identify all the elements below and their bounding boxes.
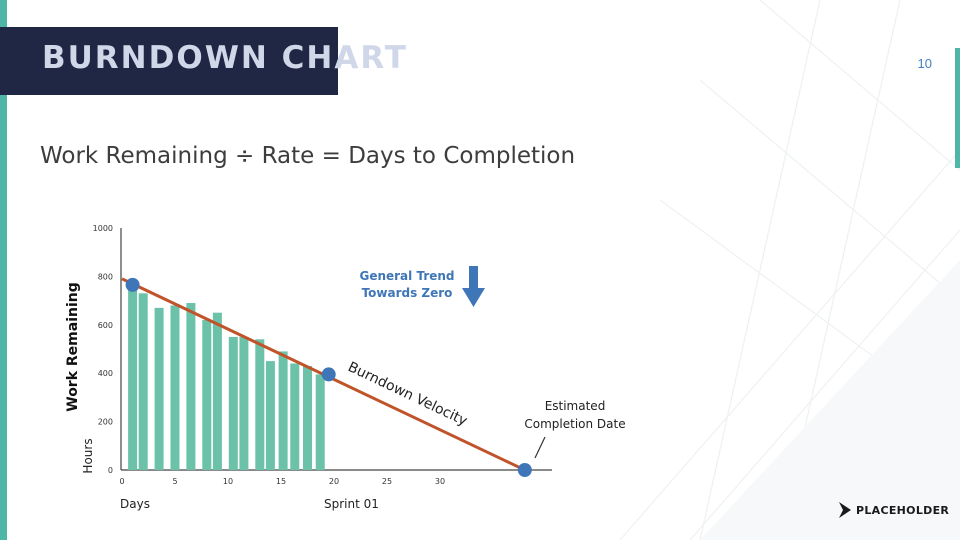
chart-bar bbox=[186, 303, 196, 470]
chart-bar bbox=[138, 293, 148, 470]
chart-bar bbox=[255, 339, 265, 470]
estimate-annotation-line2: Completion Date bbox=[524, 417, 625, 431]
chart-bar bbox=[265, 361, 275, 470]
down-arrow-icon-head bbox=[462, 288, 485, 307]
page-number: 10 bbox=[917, 56, 932, 71]
chart-bar bbox=[228, 336, 238, 470]
x-tick-label: 10 bbox=[223, 477, 233, 486]
chart-bar bbox=[239, 336, 249, 470]
slide-title: BURNDOWN CHART bbox=[42, 40, 408, 76]
estimate-annotation-line1: Estimated bbox=[545, 399, 606, 413]
y-tick-label: 800 bbox=[98, 272, 113, 281]
logo: PLACEHOLDER bbox=[838, 500, 949, 520]
chart-bar bbox=[128, 286, 138, 470]
sprint-label: Sprint 01 bbox=[324, 497, 379, 511]
data-point bbox=[321, 367, 336, 382]
x-tick-label: 5 bbox=[172, 477, 177, 486]
logo-icon bbox=[839, 502, 851, 518]
chart-bar bbox=[278, 351, 288, 470]
estimate-pointer-line bbox=[534, 436, 546, 459]
x-tick-label: 20 bbox=[329, 477, 339, 486]
chart-bar bbox=[202, 319, 212, 470]
down-arrow-icon bbox=[469, 266, 478, 288]
chart-bar bbox=[154, 307, 164, 470]
chart-bar bbox=[170, 305, 180, 470]
trend-annotation-line2: Towards Zero bbox=[362, 286, 453, 300]
left-accent-bar bbox=[0, 0, 7, 540]
right-accent-bar bbox=[955, 48, 960, 168]
x-tick-label: 25 bbox=[382, 477, 392, 486]
chart-bar bbox=[303, 365, 312, 470]
x-tick-label: 30 bbox=[435, 477, 445, 486]
y-tick-label: 0 bbox=[108, 466, 113, 475]
title-banner bbox=[0, 27, 338, 95]
data-point bbox=[125, 277, 140, 292]
x-axis-title: Days bbox=[120, 497, 150, 511]
logo-text: PLACEHOLDER bbox=[856, 503, 950, 517]
y-tick-label: 600 bbox=[98, 321, 113, 330]
chart-bar bbox=[212, 312, 222, 470]
trend-annotation-line1: General Trend bbox=[359, 269, 454, 283]
data-point bbox=[517, 463, 532, 477]
y-axis-title: Work Remaining bbox=[65, 282, 81, 412]
chart-bar bbox=[315, 374, 325, 470]
y-tick-label: 1000 bbox=[93, 224, 113, 233]
y-tick-label: 200 bbox=[98, 418, 113, 427]
y-tick-label: 400 bbox=[98, 369, 113, 378]
x-tick-label: 0 bbox=[119, 477, 124, 486]
chart-bar bbox=[290, 363, 300, 470]
y-axis-unit: Hours bbox=[81, 438, 95, 473]
x-tick-label: 15 bbox=[276, 477, 286, 486]
formula-subtitle: Work Remaining ÷ Rate = Days to Completi… bbox=[40, 143, 576, 169]
